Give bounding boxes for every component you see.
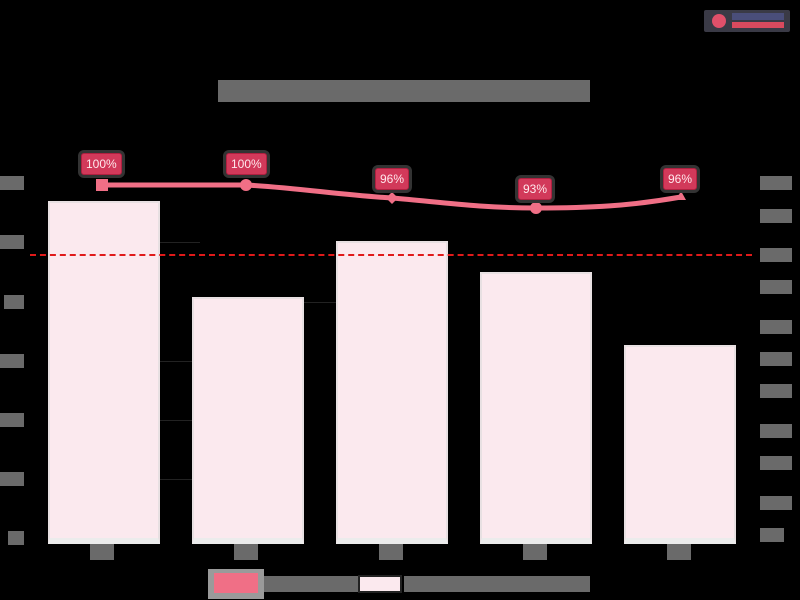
x-axis-label <box>667 544 691 560</box>
legend-label-line[interactable] <box>264 576 362 592</box>
x-axis-label <box>379 544 403 560</box>
x-axis-label <box>523 544 547 560</box>
legend-swatch-line[interactable] <box>208 569 264 599</box>
line-marker <box>530 202 542 214</box>
bar-1[interactable] <box>48 201 160 544</box>
left-axis-label <box>0 472 24 486</box>
gridline-tick <box>155 242 200 243</box>
left-axis-label <box>4 295 24 309</box>
left-axis-label <box>0 354 24 368</box>
x-axis-label <box>90 544 114 560</box>
legend-label-bar[interactable] <box>404 576 590 592</box>
bar-4[interactable] <box>480 272 592 544</box>
right-axis-label <box>760 456 792 470</box>
right-axis-label <box>760 496 792 510</box>
data-label: 96% <box>663 168 698 190</box>
bar-2[interactable] <box>192 297 304 544</box>
right-axis-label <box>760 384 792 398</box>
logo-text-bottom <box>732 22 784 28</box>
data-label: 93% <box>518 178 553 200</box>
right-axis-label <box>760 280 792 294</box>
left-axis-label <box>0 235 24 249</box>
bar-3[interactable] <box>336 241 448 544</box>
chart-title <box>218 80 590 102</box>
line-marker <box>240 179 252 191</box>
gridline-tick <box>155 361 200 362</box>
right-axis-label <box>760 320 792 334</box>
line-marker <box>386 192 398 204</box>
legend-swatch-bar[interactable] <box>358 575 402 593</box>
right-axis-label <box>760 209 792 223</box>
reference-line <box>30 254 752 256</box>
bar-5[interactable] <box>624 345 736 544</box>
gridline-tick <box>155 420 200 421</box>
left-axis-label <box>8 531 24 545</box>
right-axis-label <box>760 528 784 542</box>
left-axis-label <box>0 176 24 190</box>
data-label: 100% <box>226 153 267 175</box>
data-label: 100% <box>81 153 122 175</box>
right-axis-label <box>760 176 792 190</box>
right-axis-label <box>760 424 792 438</box>
line-marker <box>96 179 108 191</box>
right-axis-label <box>760 248 792 262</box>
x-axis-label <box>234 544 258 560</box>
line-marker <box>676 191 686 200</box>
logo-icon <box>712 14 726 28</box>
brand-logo <box>704 10 790 32</box>
left-axis-label <box>0 413 24 427</box>
data-label: 96% <box>375 168 410 190</box>
gridline-tick <box>155 479 200 480</box>
logo-text-top <box>732 13 784 20</box>
right-axis-label <box>760 352 792 366</box>
gridline-tick <box>299 302 344 303</box>
